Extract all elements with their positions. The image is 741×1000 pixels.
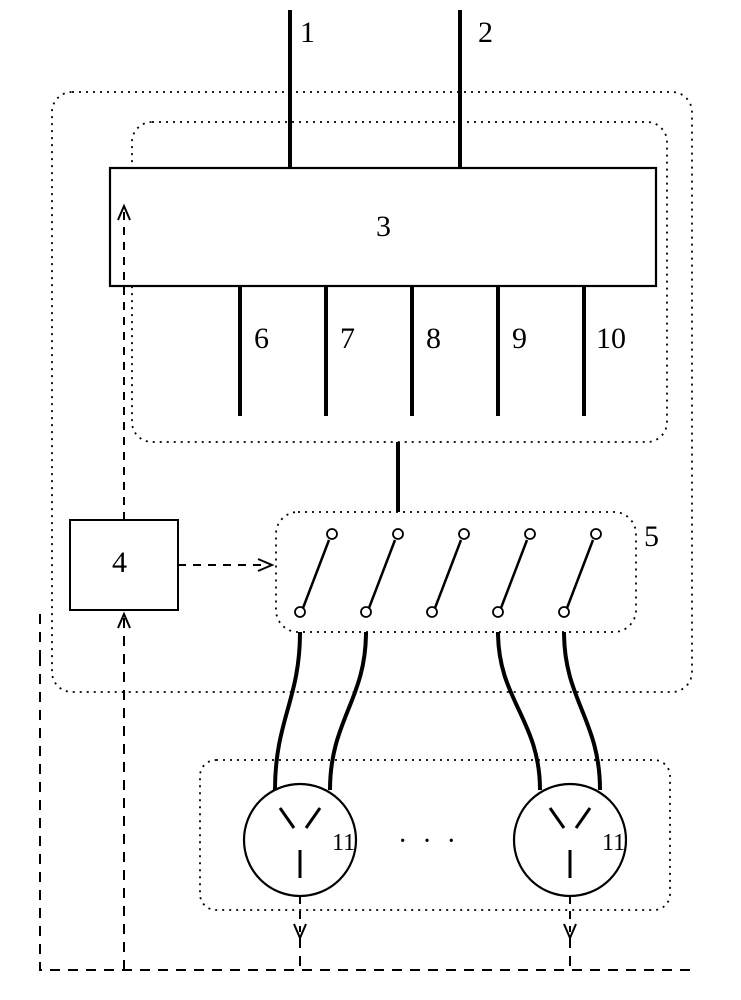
switch-top-2 (393, 529, 403, 539)
diagram-canvas: 1 2 3 6 7 8 9 10 4 5 11 11 · · · (0, 0, 741, 1000)
switch-top-4 (525, 529, 535, 539)
label-out-9: 9 (512, 322, 527, 356)
switch-arm-3 (435, 540, 461, 608)
switch-bot-1 (295, 607, 305, 617)
label-out-7: 7 (340, 322, 355, 356)
switch-arm-4 (501, 540, 527, 608)
switch-top-5 (591, 529, 601, 539)
label-ellipsis: · · · (398, 826, 460, 858)
switch-arm-5 (567, 540, 593, 608)
label-out-6: 6 (254, 322, 269, 356)
label-input-2: 2 (478, 16, 493, 50)
label-input-1: 1 (300, 16, 315, 50)
label-switch: 5 (644, 520, 659, 554)
label-out-10: 10 (596, 322, 626, 356)
switch-arm-1 (303, 540, 329, 608)
bus-line-1 (275, 632, 300, 790)
switch-bot-2 (361, 607, 371, 617)
label-socket-right: 11 (602, 830, 625, 857)
switch-top-3 (459, 529, 469, 539)
switch-top-1 (327, 529, 337, 539)
label-main: 3 (376, 210, 391, 244)
bus-line-3 (498, 632, 540, 790)
label-socket-left: 11 (332, 830, 355, 857)
bus-line-2 (330, 632, 366, 790)
bus-line-4 (564, 632, 600, 790)
switch-bot-4 (493, 607, 503, 617)
switch-bot-5 (559, 607, 569, 617)
label-out-8: 8 (426, 322, 441, 356)
switch-bot-3 (427, 607, 437, 617)
diagram-svg (0, 0, 741, 1000)
switch-arm-2 (369, 540, 395, 608)
label-ctrl: 4 (112, 546, 127, 580)
